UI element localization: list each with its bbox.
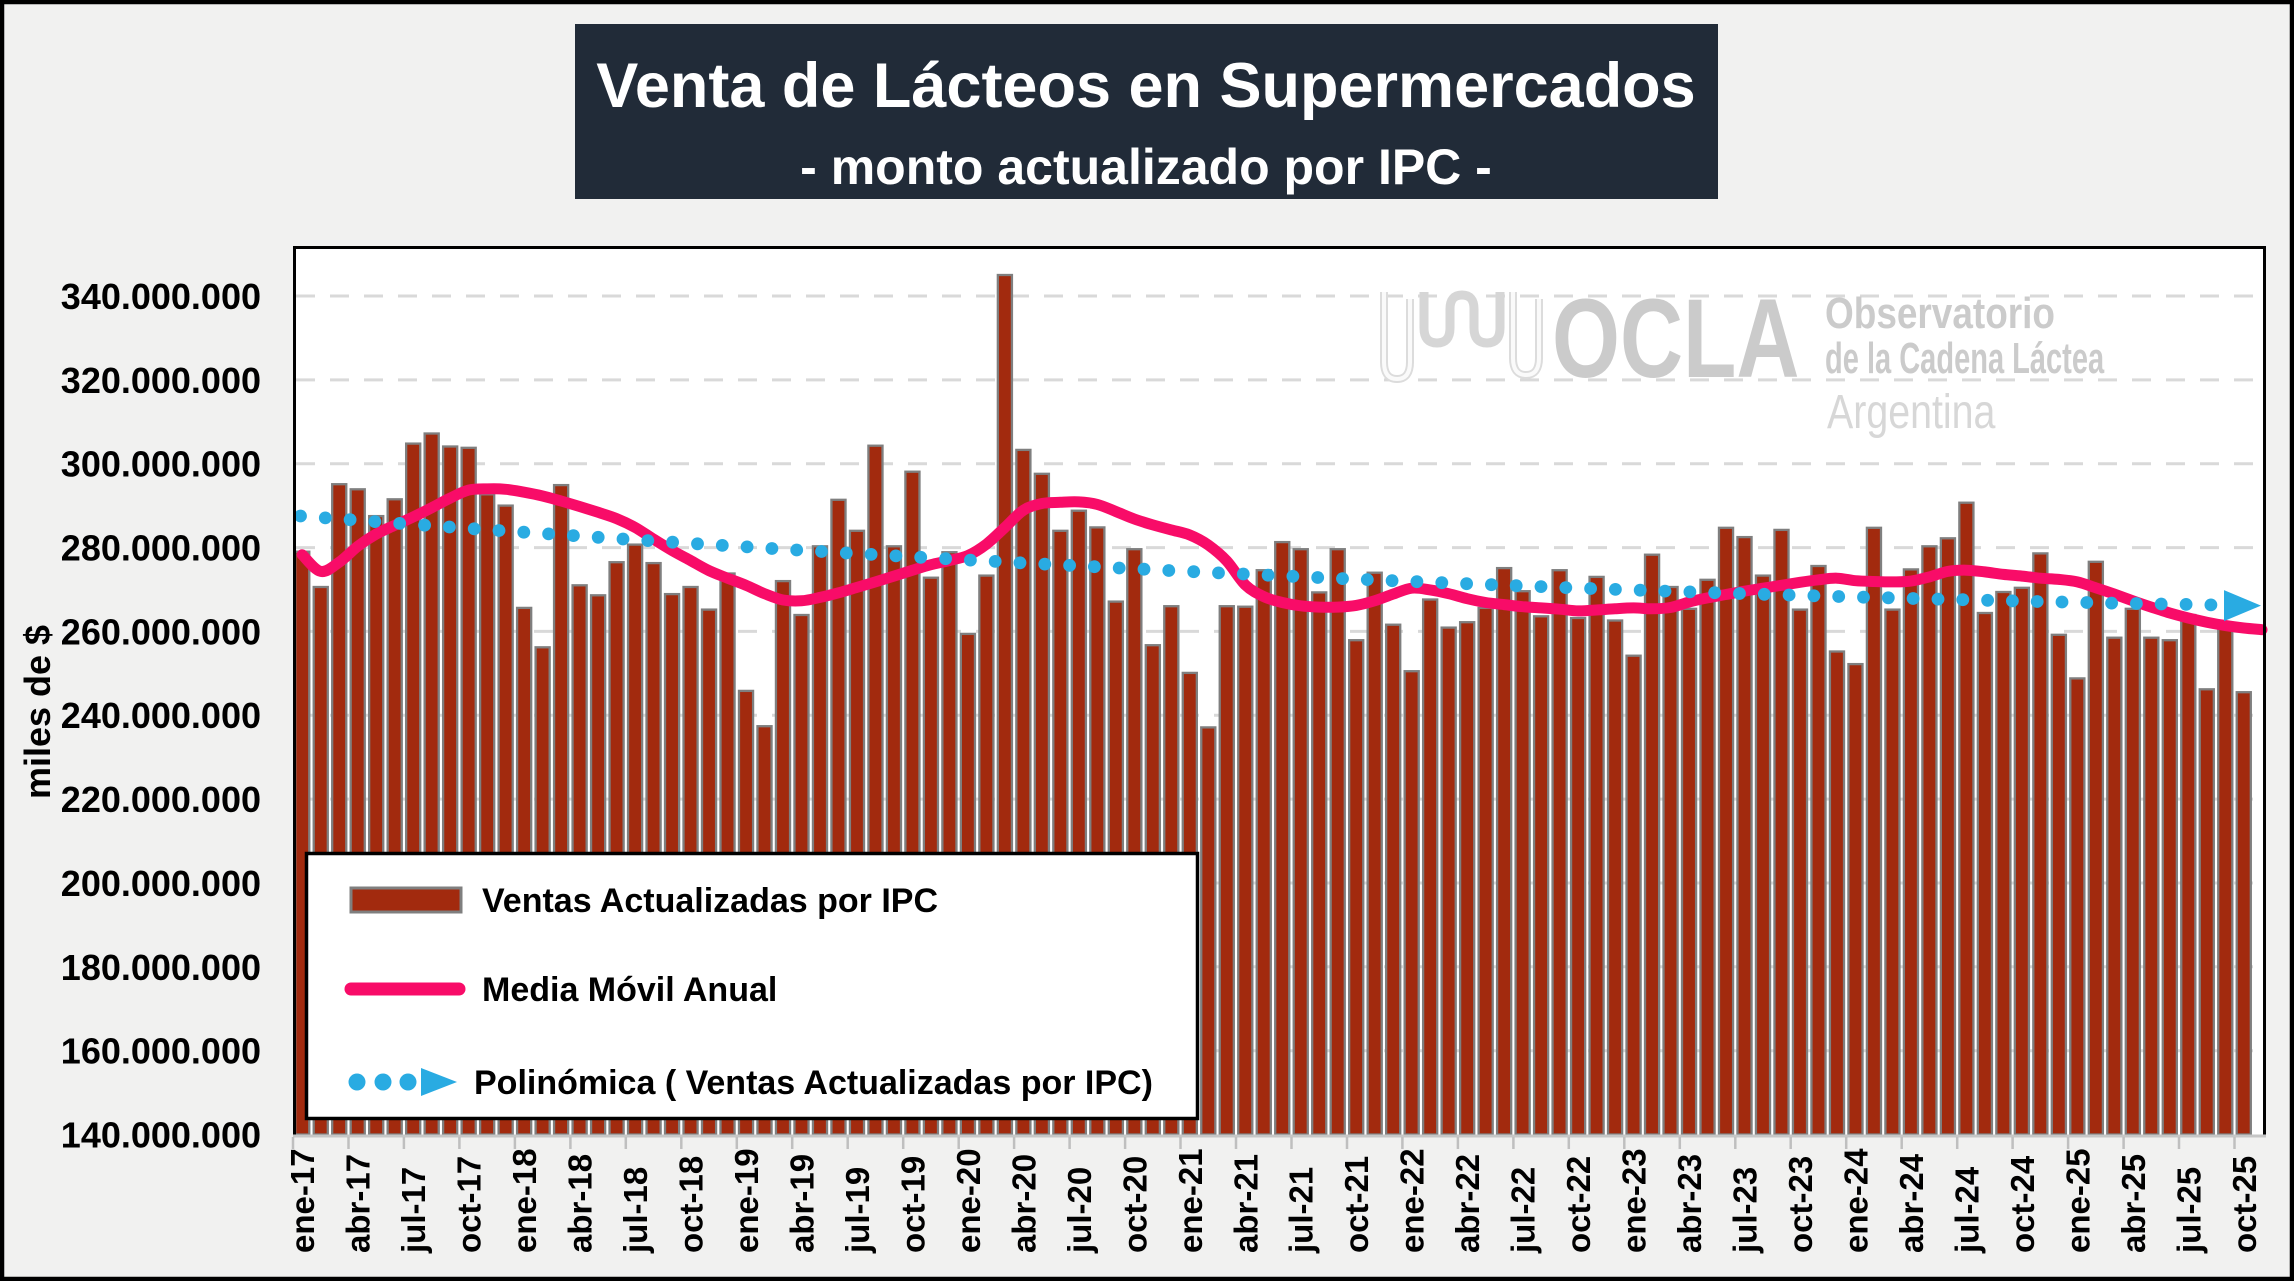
svg-text:OCLA: OCLA: [1552, 277, 1799, 402]
svg-text:abr-23: abr-23: [1671, 1154, 1708, 1253]
svg-text:220.000.000: 220.000.000: [61, 779, 261, 820]
svg-text:jul-22: jul-22: [1505, 1167, 1542, 1254]
svg-text:jul-17: jul-17: [395, 1167, 432, 1254]
svg-text:abr-18: abr-18: [562, 1154, 599, 1253]
svg-text:abr-25: abr-25: [2115, 1154, 2152, 1253]
svg-text:ene-23: ene-23: [1616, 1148, 1653, 1253]
svg-text:Media Móvil Anual: Media Móvil Anual: [482, 971, 777, 1009]
svg-text:oct-25: oct-25: [2226, 1156, 2263, 1253]
svg-text:240.000.000: 240.000.000: [61, 695, 261, 736]
svg-text:oct-22: oct-22: [1560, 1156, 1597, 1253]
svg-text:Polinómica ( Ventas Actualizad: Polinómica ( Ventas Actualizadas por IPC…: [474, 1064, 1153, 1102]
svg-text:oct-17: oct-17: [451, 1156, 488, 1253]
svg-text:340.000.000: 340.000.000: [61, 276, 261, 317]
svg-text:oct-24: oct-24: [2004, 1155, 2041, 1253]
svg-text:ene-24: ene-24: [1838, 1148, 1875, 1253]
svg-text:abr-17: abr-17: [340, 1154, 377, 1253]
svg-text:300.000.000: 300.000.000: [61, 444, 261, 485]
svg-text:oct-21: oct-21: [1338, 1156, 1375, 1253]
svg-text:280.000.000: 280.000.000: [61, 528, 261, 569]
svg-text:180.000.000: 180.000.000: [61, 947, 261, 988]
svg-text:oct-23: oct-23: [1782, 1156, 1819, 1253]
svg-text:jul-20: jul-20: [1061, 1167, 1098, 1254]
svg-text:abr-21: abr-21: [1227, 1154, 1264, 1253]
svg-text:ene-18: ene-18: [506, 1148, 543, 1253]
svg-text:abr-20: abr-20: [1005, 1154, 1042, 1253]
svg-text:ene-21: ene-21: [1172, 1148, 1209, 1253]
svg-text:abr-24: abr-24: [1893, 1153, 1930, 1253]
svg-text:oct-19: oct-19: [894, 1156, 931, 1253]
svg-text:jul-23: jul-23: [1727, 1167, 1764, 1254]
svg-text:jul-19: jul-19: [839, 1167, 876, 1254]
svg-text:160.000.000: 160.000.000: [61, 1031, 261, 1072]
svg-text:ene-25: ene-25: [2059, 1148, 2096, 1253]
svg-text:jul-24: jul-24: [1948, 1166, 1985, 1254]
svg-text:abr-22: abr-22: [1449, 1154, 1486, 1253]
svg-text:jul-25: jul-25: [2170, 1167, 2207, 1254]
svg-text:ene-19: ene-19: [728, 1148, 765, 1253]
svg-text:miles de $: miles de $: [17, 625, 58, 799]
svg-text:ene-22: ene-22: [1394, 1148, 1431, 1253]
svg-text:abr-19: abr-19: [784, 1154, 821, 1253]
svg-text:- monto actualizado por IPC -: - monto actualizado por IPC -: [800, 139, 1492, 195]
svg-text:Observatorio: Observatorio: [1825, 288, 2055, 338]
svg-text:200.000.000: 200.000.000: [61, 863, 261, 904]
svg-text:jul-18: jul-18: [617, 1167, 654, 1254]
svg-text:Venta de Lácteos en Supermerca: Venta de Lácteos en Supermercados: [596, 51, 1695, 121]
svg-text:ene-17: ene-17: [284, 1148, 321, 1253]
svg-text:oct-20: oct-20: [1116, 1156, 1153, 1253]
svg-text:de la Cadena Láctea: de la Cadena Láctea: [1825, 333, 2104, 383]
svg-text:ene-20: ene-20: [950, 1148, 987, 1253]
svg-text:jul-21: jul-21: [1283, 1167, 1320, 1254]
svg-text:140.000.000: 140.000.000: [61, 1115, 261, 1156]
svg-text:Argentina: Argentina: [1827, 385, 1996, 439]
svg-text:Ventas Actualizadas por IPC: Ventas Actualizadas por IPC: [482, 882, 938, 920]
svg-text:260.000.000: 260.000.000: [61, 611, 261, 652]
svg-text:oct-18: oct-18: [673, 1156, 710, 1253]
svg-text:320.000.000: 320.000.000: [61, 360, 261, 401]
